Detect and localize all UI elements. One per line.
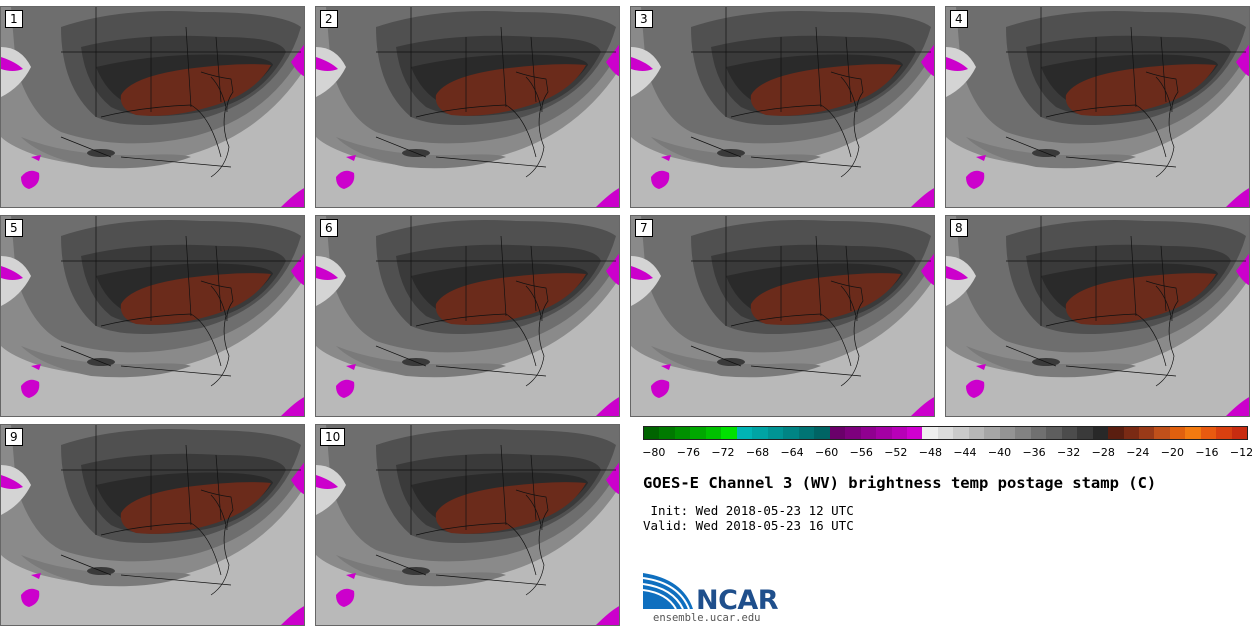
valid-time: Valid: Wed 2018-05-23 16 UTC bbox=[643, 518, 854, 533]
colorbar-swatch bbox=[922, 427, 938, 439]
member-label: 7 bbox=[635, 219, 653, 237]
colorbar-swatch bbox=[752, 427, 768, 439]
colorbar-swatch bbox=[1108, 427, 1124, 439]
colorbar-swatch bbox=[1030, 427, 1047, 439]
colorbar-swatch bbox=[690, 427, 706, 439]
colorbar-tick-label: −64 bbox=[780, 446, 804, 459]
colorbar-swatch bbox=[767, 427, 784, 439]
colorbar-swatch bbox=[984, 427, 1000, 439]
colorbar-swatch bbox=[1185, 427, 1201, 439]
colorbar-swatch bbox=[783, 427, 799, 439]
colorbar-swatch bbox=[968, 427, 985, 439]
colorbar-swatch bbox=[644, 427, 660, 439]
ensemble-member-map: 1 bbox=[0, 6, 305, 208]
colorbar-tick-label: −32 bbox=[1057, 446, 1081, 459]
colorbar-tick-label: −24 bbox=[1126, 446, 1150, 459]
colorbar-swatch bbox=[1061, 427, 1078, 439]
ensemble-member-map: 10 bbox=[315, 424, 620, 626]
colorbar-swatch bbox=[659, 427, 675, 439]
ensemble-member-map: 5 bbox=[0, 215, 305, 417]
colorbar-tick-label: −28 bbox=[1091, 446, 1115, 459]
member-label: 2 bbox=[320, 10, 338, 28]
ensemble-member-map: 6 bbox=[315, 215, 620, 417]
colorbar-swatch bbox=[1092, 427, 1109, 439]
member-label: 6 bbox=[320, 219, 338, 237]
colorbar-tick-label: −40 bbox=[987, 446, 1012, 459]
map-title: GOES-E Channel 3 (WV) brightness temp po… bbox=[643, 474, 1157, 492]
colorbar-swatch bbox=[1154, 427, 1170, 439]
colorbar-ticks: −80 −76 −72 −68 −64 −60 −56 −52 −48 −44 −40 −36 −32−… bbox=[642, 446, 1253, 460]
colorbar-swatch bbox=[876, 427, 892, 439]
colorbar-swatch bbox=[860, 427, 877, 439]
colorbar-tick-label: −12 bbox=[1229, 446, 1254, 459]
init-time: Init: Wed 2018-05-23 12 UTC bbox=[643, 503, 854, 518]
colorbar-swatch bbox=[1200, 427, 1217, 439]
colorbar-tick-label: −72 bbox=[711, 446, 735, 459]
ensemble-member-map: 7 bbox=[630, 215, 935, 417]
member-label: 4 bbox=[950, 10, 968, 28]
colorbar-swatch bbox=[937, 427, 954, 439]
colorbar-tick-label: −36 bbox=[1022, 446, 1046, 459]
colorbar-swatch bbox=[1123, 427, 1139, 439]
colorbar-tick-label: −56 bbox=[849, 446, 873, 459]
colorbar-swatch bbox=[736, 427, 753, 439]
colorbar-swatch bbox=[906, 427, 923, 439]
member-label: 5 bbox=[5, 219, 23, 237]
colorbar-tick-label: −76 bbox=[676, 446, 700, 459]
colorbar-tick-label: −60 bbox=[815, 446, 839, 459]
colorbar-swatch bbox=[953, 427, 969, 439]
colorbar-swatch bbox=[814, 427, 830, 439]
colorbar-tick-label: −44 bbox=[953, 446, 977, 459]
ensemble-member-map: 3 bbox=[630, 6, 935, 208]
ensemble-member-map: 9 bbox=[0, 424, 305, 626]
ncar-logo-icon bbox=[643, 573, 693, 610]
colorbar-swatch bbox=[829, 427, 846, 439]
colorbar-swatch bbox=[705, 427, 722, 439]
ensemble-member-map: 8 bbox=[945, 215, 1250, 417]
ncar-logo-text: NCAR bbox=[696, 585, 779, 616]
colorbar-swatch bbox=[999, 427, 1016, 439]
colorbar-swatch bbox=[1046, 427, 1062, 439]
member-label: 9 bbox=[5, 428, 23, 446]
colorbar-tick-label: −48 bbox=[918, 446, 942, 459]
colorbar-tick-label: −20 bbox=[1160, 446, 1184, 459]
colorbar-tick-label: −52 bbox=[884, 446, 908, 459]
member-label: 3 bbox=[635, 10, 653, 28]
ensemble-member-map: 4 bbox=[945, 6, 1250, 208]
colorbar-swatch bbox=[891, 427, 907, 439]
member-label: 10 bbox=[320, 428, 346, 446]
ensemble-member-map: 2 bbox=[315, 6, 620, 208]
colorbar-swatch bbox=[674, 427, 691, 439]
colorbar-swatch bbox=[1216, 427, 1232, 439]
colorbar-tick-label: −68 bbox=[745, 446, 770, 459]
colorbar bbox=[643, 426, 1248, 440]
member-label: 1 bbox=[5, 10, 23, 28]
member-label: 8 bbox=[950, 219, 968, 237]
logo-url: ensemble.ucar.edu bbox=[653, 612, 761, 624]
colorbar-tick-label: −16 bbox=[1195, 446, 1219, 459]
colorbar-swatch bbox=[1231, 427, 1248, 439]
colorbar-swatch bbox=[1169, 427, 1186, 439]
colorbar-swatch bbox=[845, 427, 861, 439]
colorbar-swatch bbox=[798, 427, 815, 439]
colorbar-tick-label: −80 bbox=[642, 446, 666, 459]
colorbar-swatch bbox=[721, 427, 737, 439]
colorbar-swatch bbox=[1077, 427, 1093, 439]
colorbar-swatch bbox=[1015, 427, 1031, 439]
colorbar-swatch bbox=[1139, 427, 1155, 439]
